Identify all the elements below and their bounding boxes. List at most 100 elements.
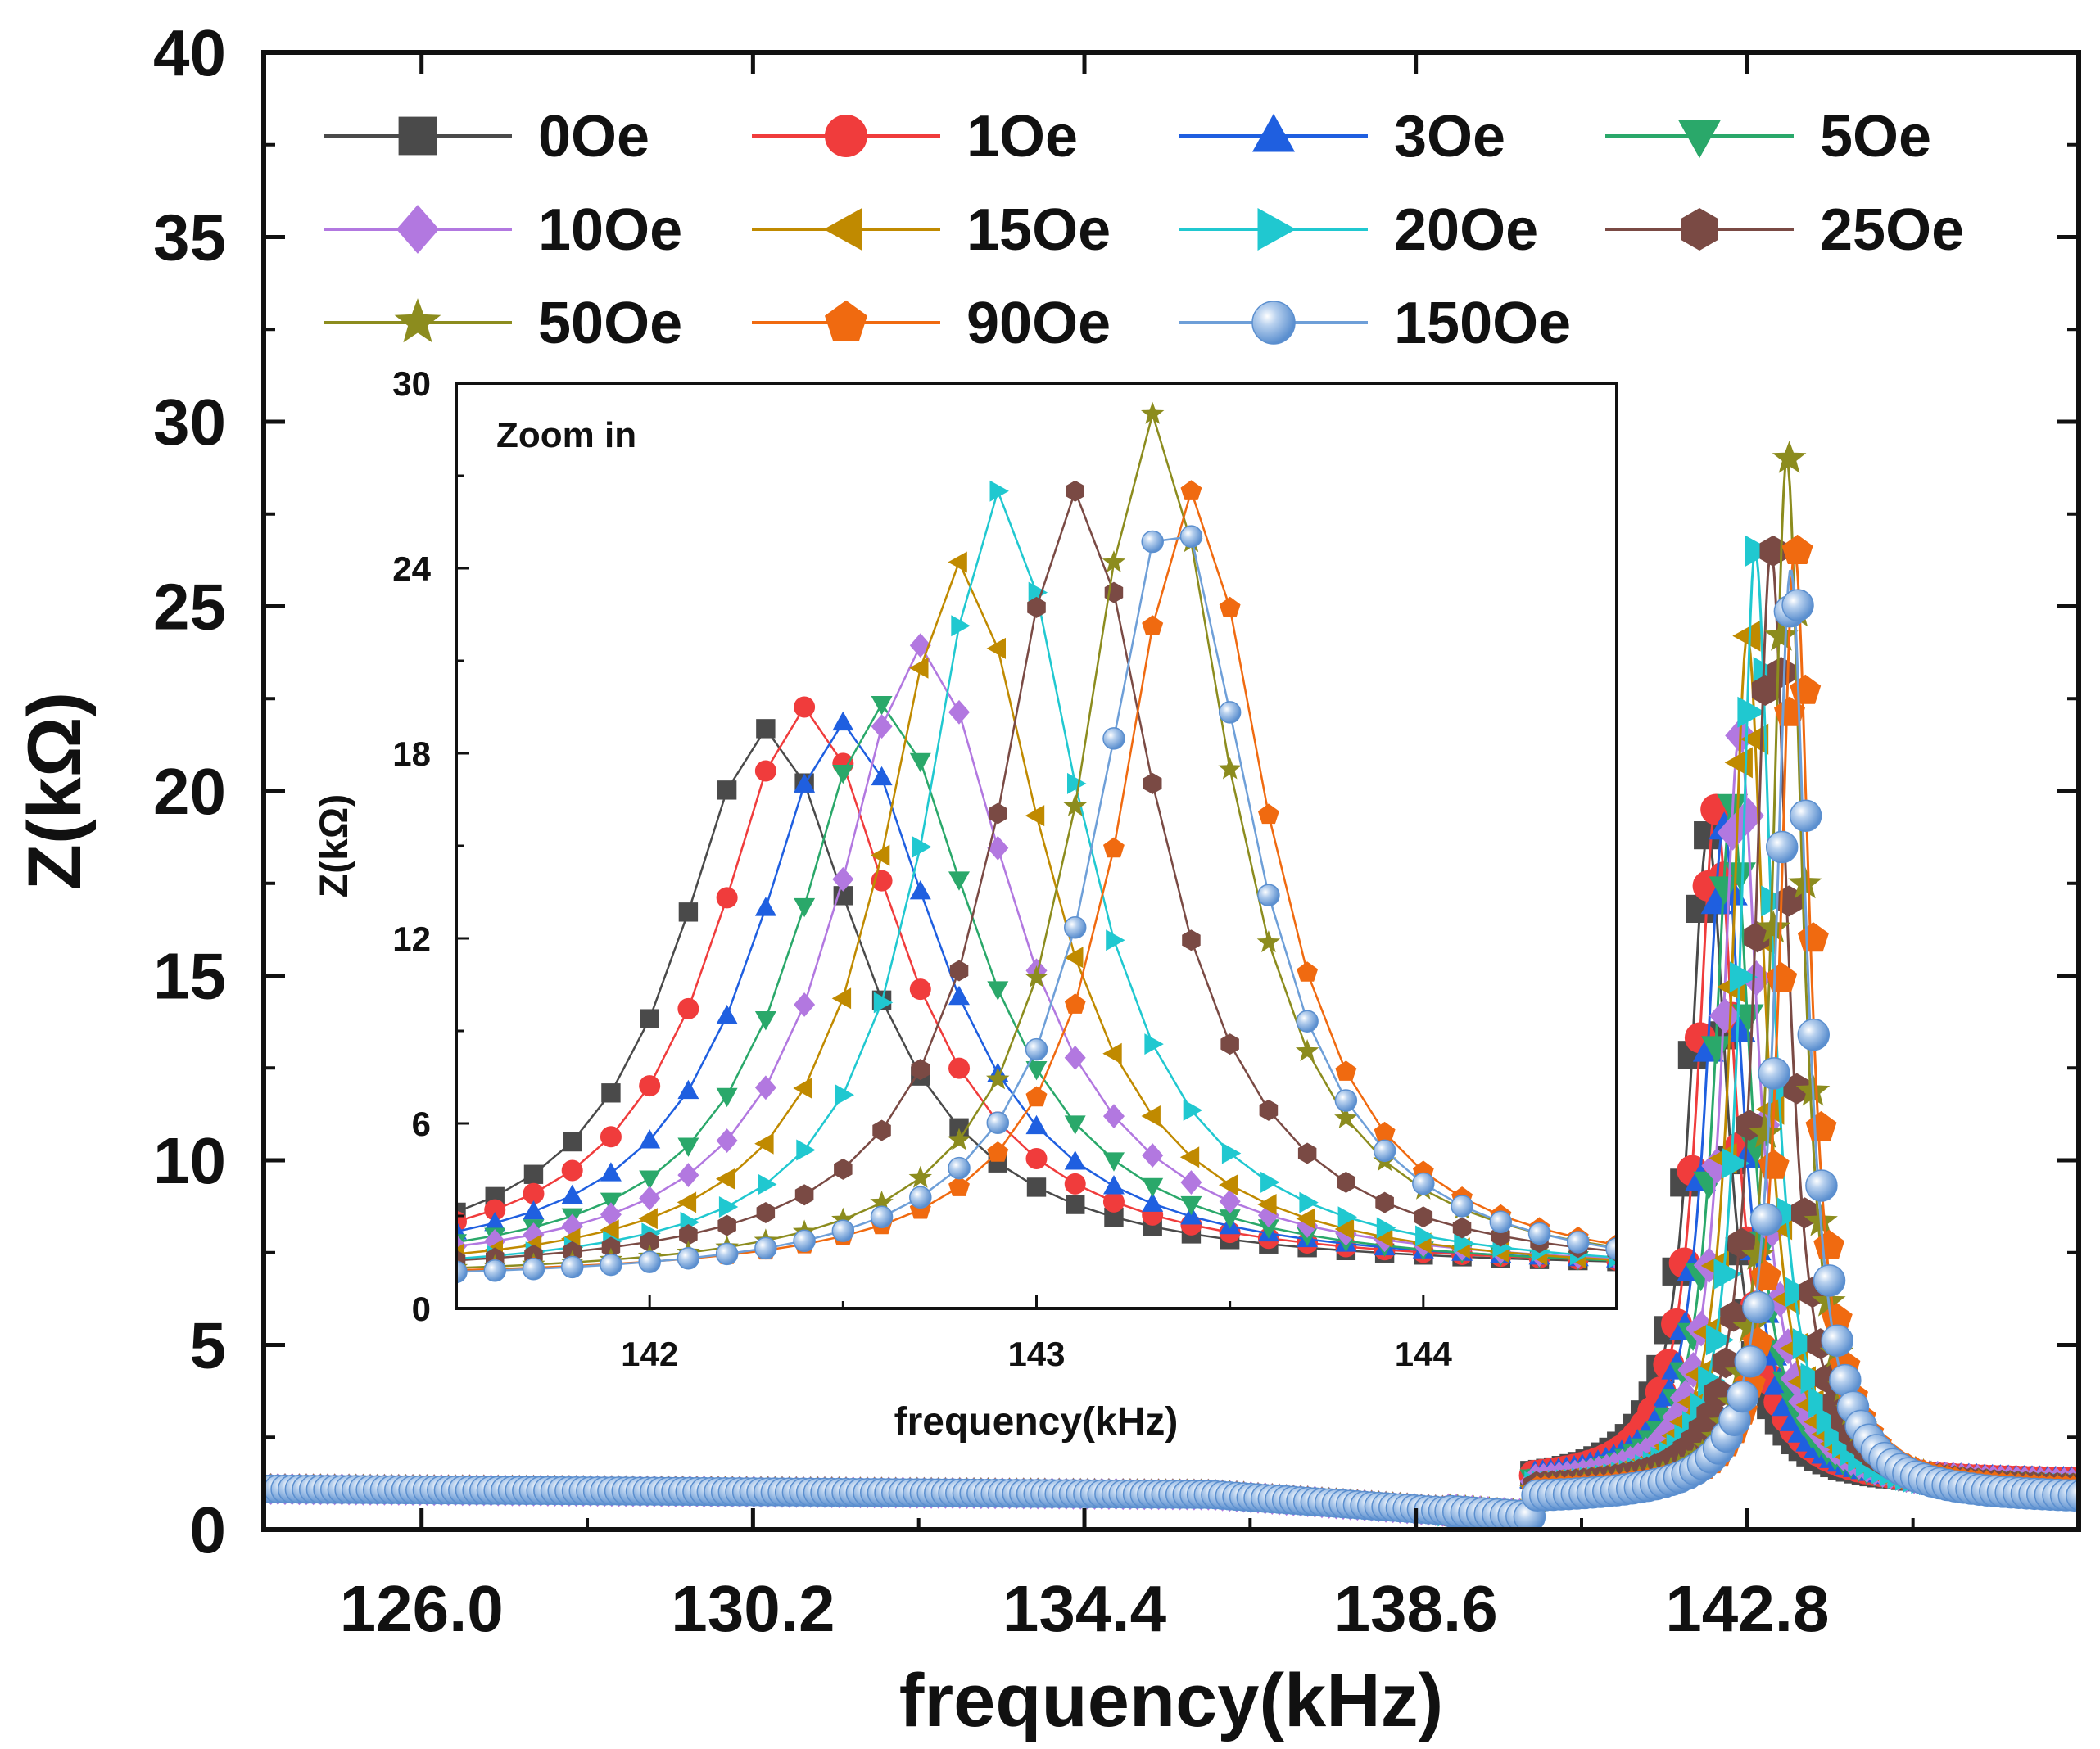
inset-point-20Oe [873,992,894,1014]
inset-point-150Oe [1412,1172,1435,1195]
main-point-90Oe [1797,922,1829,952]
inset-point-150Oe [793,1229,816,1253]
main-point-20Oe [1792,1328,1821,1360]
inset-y-tick-label: 0 [412,1290,431,1328]
inset-point-15Oe [754,1132,774,1155]
main-y-tick-label: 15 [153,940,226,1013]
inset-point-25Oe [601,1236,621,1259]
inset-point-0Oe [640,1009,659,1028]
inset-point-0Oe [1066,1195,1085,1214]
inset-point-3Oe [909,880,931,900]
main-point-150Oe [1813,1264,1846,1297]
legend-label: 1Oe [966,104,1078,169]
inset-point-3Oe [561,1184,583,1204]
legend: 0Oe 1Oe 3Oe 5Oe 10Oe 15Oe 20Oe 25Oe 50Oe 90Oe 150O… [324,104,1964,356]
inset-point-5Oe [794,897,816,918]
inset-point-50Oe [947,1128,971,1150]
inset-point-150Oe [1141,530,1164,554]
inset-point-90Oe [948,1176,970,1196]
main-point-5Oe [1724,862,1756,891]
inset-point-10Oe [987,835,1009,861]
main-x-tick-label: 126.0 [340,1572,504,1645]
main-point-20Oe [1722,1147,1750,1179]
inset-point-25Oe [1375,1191,1394,1213]
inset-plot: 142 143 144 0 6 12 18 24 30 Zoom in frequency(kH… [313,364,1618,1444]
inset-point-150Oe [483,1259,506,1282]
main-point-20Oe [1776,1197,1805,1229]
inset-point-5Oe [1103,1152,1125,1172]
inset-point-1Oe [1025,1147,1048,1169]
inset-point-10Oe [871,714,893,739]
main-y-tick-label: 5 [190,1309,227,1382]
inset-point-90Oe [1335,1060,1357,1081]
inset-point-5Oe [1257,1219,1279,1239]
inset-point-0Oe [1026,1177,1047,1197]
inset-point-1Oe [523,1182,545,1204]
main-point-90Oe [1781,534,1813,564]
inset-point-15Oe [1025,805,1045,827]
main-point-150Oe [1789,799,1822,832]
main-point-50Oe [1764,618,1799,651]
inset-point-15Oe [600,1219,619,1241]
legend-item-3Oe: 3Oe [1179,104,1505,169]
inset-point-3Oe [677,1079,699,1100]
inset-point-20Oe [951,615,971,637]
inset-point-25Oe [1066,480,1084,502]
inset-point-5Oe [909,752,931,773]
inset-point-10Oe [600,1202,622,1227]
inset-point-50Oe [1218,757,1242,780]
inset-point-10Oe [1180,1170,1202,1195]
inset-x-tick-label: 144 [1395,1335,1453,1373]
main-point-20Oe [1745,535,1774,567]
legend-marker-0Oe [398,116,437,156]
inset-point-50Oe [1141,401,1165,424]
main-point-50Oe [1740,1237,1775,1270]
inset-point-20Oe [1221,1142,1242,1164]
inset-point-5Oe [677,1137,699,1157]
main-x-tick-label: 138.6 [1334,1572,1498,1645]
inset-point-5Oe [948,871,970,891]
inset-point-90Oe [1257,803,1279,825]
inset-point-20Oe [1183,1099,1203,1121]
inset-point-3Oe [600,1162,622,1182]
main-y-tick-label: 10 [153,1124,226,1197]
main-point-20Oe [1816,1404,1844,1436]
inset-point-25Oe [640,1231,659,1253]
inset-point-10Oe [523,1222,545,1247]
main-y-tick-label: 40 [153,16,226,89]
inset-x-tick-label: 142 [621,1335,678,1373]
main-point-20Oe [1785,1277,1813,1308]
inset-point-5Oe [987,981,1009,1001]
main-point-150Oe [1781,589,1814,621]
inset-point-5Oe [1180,1195,1202,1216]
inset-point-90Oe [1142,615,1164,635]
main-point-20Oe [1808,1387,1837,1418]
inset-point-150Oe [715,1242,739,1266]
main-point-50Oe [1748,1115,1783,1148]
inset-point-3Oe [948,985,970,1006]
inset-point-150Oe [1257,884,1280,907]
inset-point-150Oe [1605,1237,1617,1260]
main-y-tick-label: 0 [190,1494,227,1566]
inset-point-50Oe [1256,930,1281,953]
main-point-20Oe [1737,696,1766,728]
main-x-tick-label: 130.2 [671,1572,835,1645]
inset-point-25Oe [1259,1099,1279,1121]
inset-point-150Oe [1334,1089,1358,1112]
inset-point-90Oe [1374,1121,1396,1142]
inset-point-15Oe [1064,947,1084,969]
legend-item-25Oe: 25Oe [1605,197,1964,263]
main-point-5Oe [1701,1036,1732,1064]
main-point-50Oe [1772,441,1807,473]
legend-label: 150Oe [1394,291,1571,356]
main-point-150Oe [1758,1057,1790,1090]
legend-label: 0Oe [538,104,649,169]
legend-item-150Oe: 150Oe [1179,291,1571,356]
inset-point-10Oe [677,1163,699,1187]
inset-point-90Oe [1103,837,1125,858]
legend-item-15Oe: 15Oe [752,197,1111,263]
inset-point-15Oe [793,1078,812,1099]
main-point-25Oe [1744,921,1772,953]
inset-point-15Oe [1102,1042,1122,1064]
inset-point-20Oe [912,836,932,858]
